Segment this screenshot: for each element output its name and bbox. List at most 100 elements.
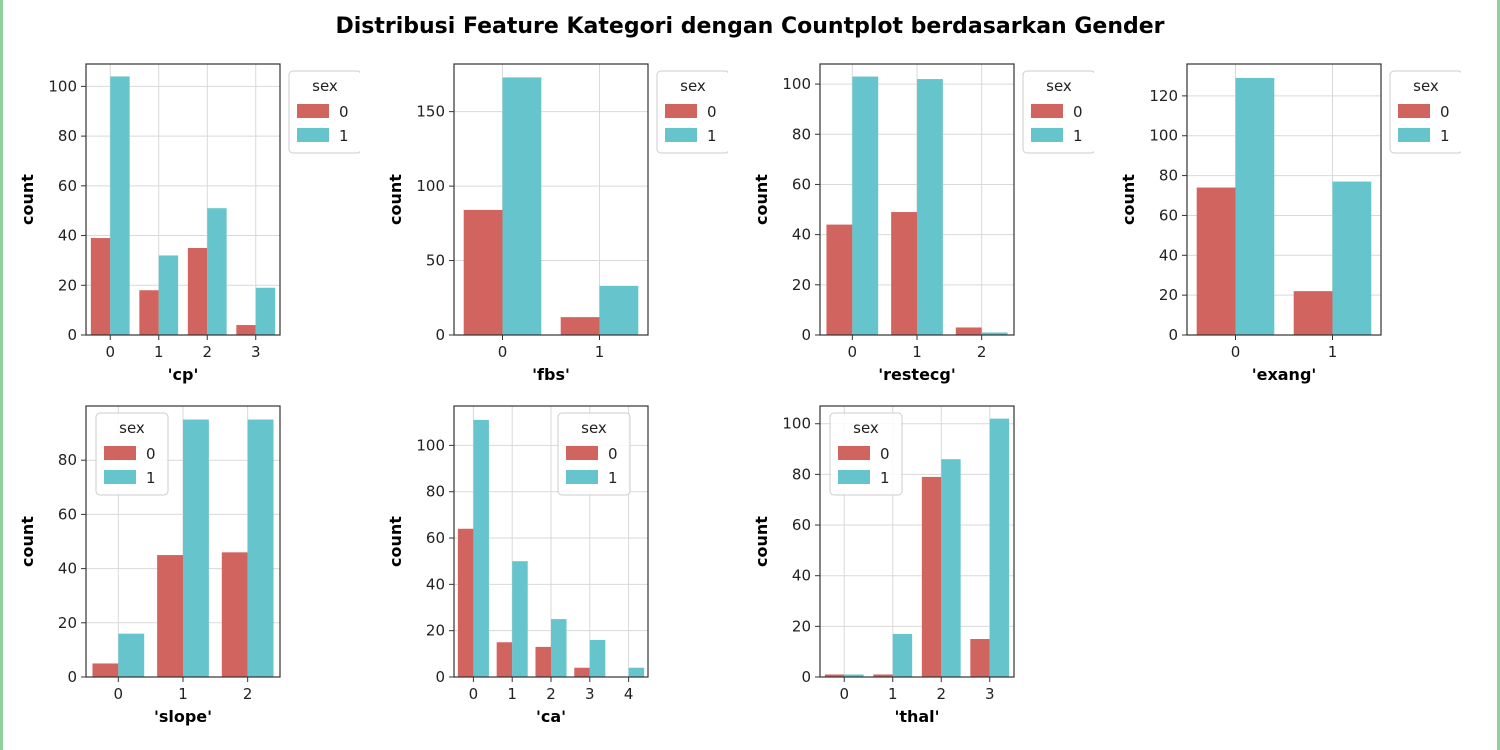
- y-tick-label: 40: [426, 575, 445, 593]
- legend-label-1: 1: [608, 469, 618, 487]
- y-tick-label: 40: [792, 567, 811, 585]
- bar-sex1-0: [473, 419, 489, 677]
- x-tick-label: 2: [546, 685, 556, 703]
- y-tick-label: 50: [426, 252, 445, 270]
- legend-swatch-1: [1398, 128, 1430, 142]
- x-tick-label: 1: [912, 343, 922, 361]
- y-tick-label: 0: [801, 668, 811, 686]
- x-tick-label: 3: [251, 343, 261, 361]
- legend-swatch-1: [1031, 128, 1063, 142]
- chart-ca: 0 20 40 60 80 100 0 1 2 3 4'ca' count sex 0 1: [368, 392, 728, 732]
- legend-title: sex: [853, 419, 879, 437]
- bar-sex1-1: [892, 633, 913, 677]
- bar-sex1-3: [989, 418, 1010, 677]
- x-tick-label: 0: [839, 685, 849, 703]
- bar-sex0-0: [826, 224, 853, 335]
- y-tick-label: 0: [435, 668, 445, 686]
- x-axis-label: 'cp': [168, 365, 199, 384]
- legend-title: sex: [312, 77, 338, 95]
- x-tick-label: 2: [936, 685, 946, 703]
- bar-sex0-1: [560, 317, 600, 335]
- x-tick-label: 2: [243, 685, 253, 703]
- y-tick-label: 100: [416, 177, 445, 195]
- y-tick-label: 20: [792, 617, 811, 635]
- legend-label-1: 1: [339, 127, 349, 145]
- bar-sex1-0: [1235, 77, 1275, 335]
- bar-sex1-4: [628, 667, 645, 677]
- bar-sex1-0: [110, 76, 130, 336]
- bar-sex0-1: [496, 642, 513, 677]
- bar-sex0-0: [463, 209, 503, 335]
- y-tick-label: 80: [58, 451, 77, 469]
- bar-sex1-1: [183, 419, 209, 677]
- bar-sex1-2: [207, 208, 227, 335]
- bar-sex0-2: [535, 646, 551, 677]
- y-tick-label: 0: [67, 668, 77, 686]
- bar-sex1-2: [941, 459, 961, 677]
- y-tick-label: 20: [426, 622, 445, 640]
- legend-swatch-0: [1398, 104, 1430, 118]
- legend-label-1: 1: [707, 127, 717, 145]
- legend-swatch-1: [838, 470, 870, 484]
- legend-label-1: 1: [880, 469, 890, 487]
- y-axis-label: count: [18, 516, 37, 567]
- x-tick-label: 3: [585, 685, 595, 703]
- bar-sex0-0: [1196, 187, 1236, 335]
- legend-label-0: 0: [608, 445, 618, 463]
- y-tick-label: 100: [782, 415, 811, 433]
- y-tick-label: 20: [1159, 286, 1178, 304]
- legend-label-0: 0: [880, 445, 890, 463]
- x-tick-label: 2: [977, 343, 987, 361]
- bar-sex1-0: [118, 633, 145, 677]
- legend-swatch-0: [104, 446, 136, 460]
- x-tick-label: 0: [498, 343, 508, 361]
- y-tick-label: 60: [58, 505, 77, 523]
- legend-label-0: 0: [1073, 103, 1083, 121]
- bar-sex0-2: [955, 327, 982, 335]
- y-axis-label: count: [752, 174, 771, 225]
- legend-title: sex: [119, 419, 145, 437]
- chart-cp: 0 20 40 60 80 100 0 1 2 3'cp' count sex 0 1: [0, 50, 360, 390]
- figure-title: Distribusi Feature Kategori dengan Count…: [335, 14, 1165, 39]
- y-tick-label: 60: [1159, 206, 1178, 224]
- x-tick-label: 1: [507, 685, 517, 703]
- bar-sex1-2: [551, 619, 567, 677]
- y-axis-label: count: [752, 516, 771, 567]
- x-tick-label: 1: [178, 685, 188, 703]
- y-tick-label: 100: [1149, 127, 1178, 145]
- y-axis-label: count: [18, 174, 37, 225]
- legend-swatch-0: [297, 104, 329, 118]
- y-tick-label: 80: [426, 483, 445, 501]
- x-tick-label: 4: [624, 685, 634, 703]
- x-axis-label: 'slope': [154, 707, 212, 726]
- x-tick-label: 2: [202, 343, 212, 361]
- legend-label-0: 0: [1440, 103, 1450, 121]
- chart-fbs: 0 50 100 150 0 1'fbs' count sex 0 1: [368, 50, 728, 390]
- legend-label-0: 0: [339, 103, 349, 121]
- window-edge-right: [1497, 0, 1500, 750]
- legend-title: sex: [1413, 77, 1439, 95]
- y-tick-label: 0: [67, 326, 77, 344]
- legend-label-1: 1: [1073, 127, 1083, 145]
- bar-sex1-0: [852, 76, 879, 335]
- bar-sex1-1: [158, 255, 179, 335]
- bar-sex1-1: [917, 79, 943, 335]
- legend-swatch-1: [566, 470, 598, 484]
- y-tick-label: 80: [1159, 167, 1178, 185]
- bar-sex1-1: [599, 285, 639, 335]
- y-tick-label: 60: [792, 175, 811, 193]
- x-axis-label: 'thal': [894, 707, 939, 726]
- y-tick-label: 80: [792, 125, 811, 143]
- x-axis-label: 'restecg': [878, 365, 956, 384]
- plot-frame: [819, 405, 1015, 678]
- chart-exang: 0 20 40 60 80 100 120 0 1'exang' count sex 0 1: [1101, 50, 1461, 390]
- bar-sex1-3: [255, 287, 276, 335]
- x-tick-label: 0: [114, 685, 124, 703]
- legend-swatch-1: [104, 470, 136, 484]
- y-tick-label: 40: [58, 227, 77, 245]
